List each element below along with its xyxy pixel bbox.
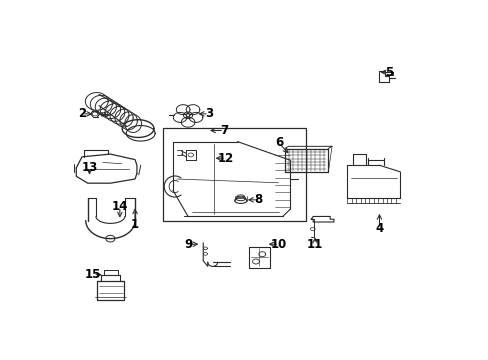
Text: 14: 14 (111, 200, 128, 213)
Text: 8: 8 (254, 193, 262, 206)
Text: 4: 4 (375, 222, 383, 235)
Text: 7: 7 (220, 124, 228, 137)
Bar (163, 128, 305, 221)
Text: 13: 13 (81, 161, 98, 175)
Text: 2: 2 (78, 107, 86, 120)
Text: 9: 9 (183, 238, 192, 251)
Text: 15: 15 (85, 268, 102, 281)
Text: 5: 5 (384, 66, 392, 79)
Text: 3: 3 (204, 107, 213, 120)
Text: 12: 12 (218, 152, 234, 165)
Text: 11: 11 (306, 238, 323, 251)
Text: 1: 1 (131, 218, 139, 231)
Text: 10: 10 (270, 238, 286, 251)
Text: 6: 6 (274, 136, 283, 149)
